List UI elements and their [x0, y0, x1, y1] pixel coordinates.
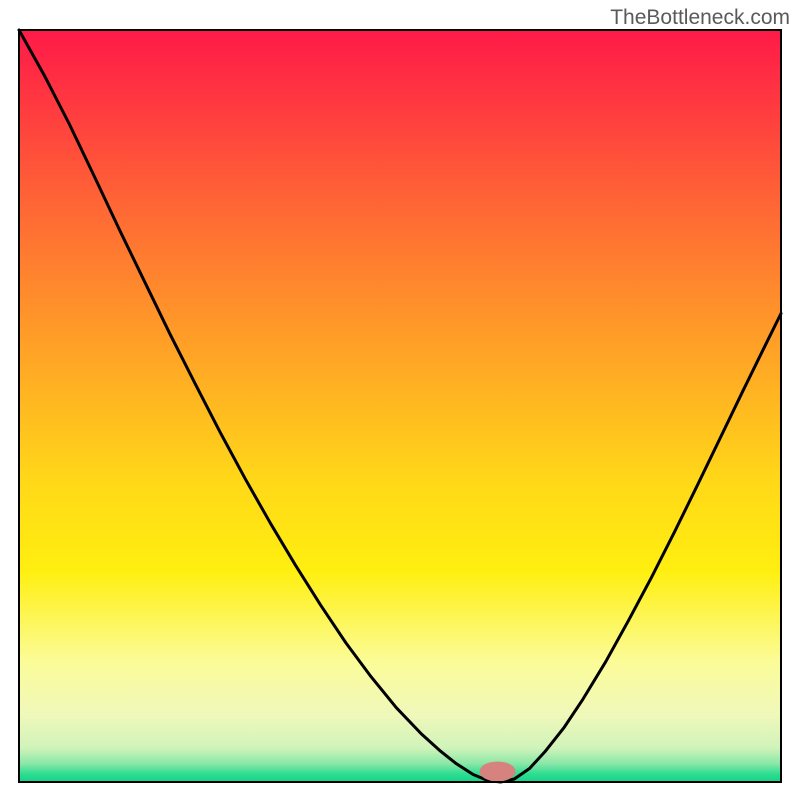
plot-background — [19, 30, 781, 782]
watermark-text: TheBottleneck.com — [610, 6, 790, 30]
bottleneck-chart — [0, 0, 800, 800]
optimal-point-marker — [480, 761, 516, 781]
chart-container: TheBottleneck.com — [0, 0, 800, 800]
